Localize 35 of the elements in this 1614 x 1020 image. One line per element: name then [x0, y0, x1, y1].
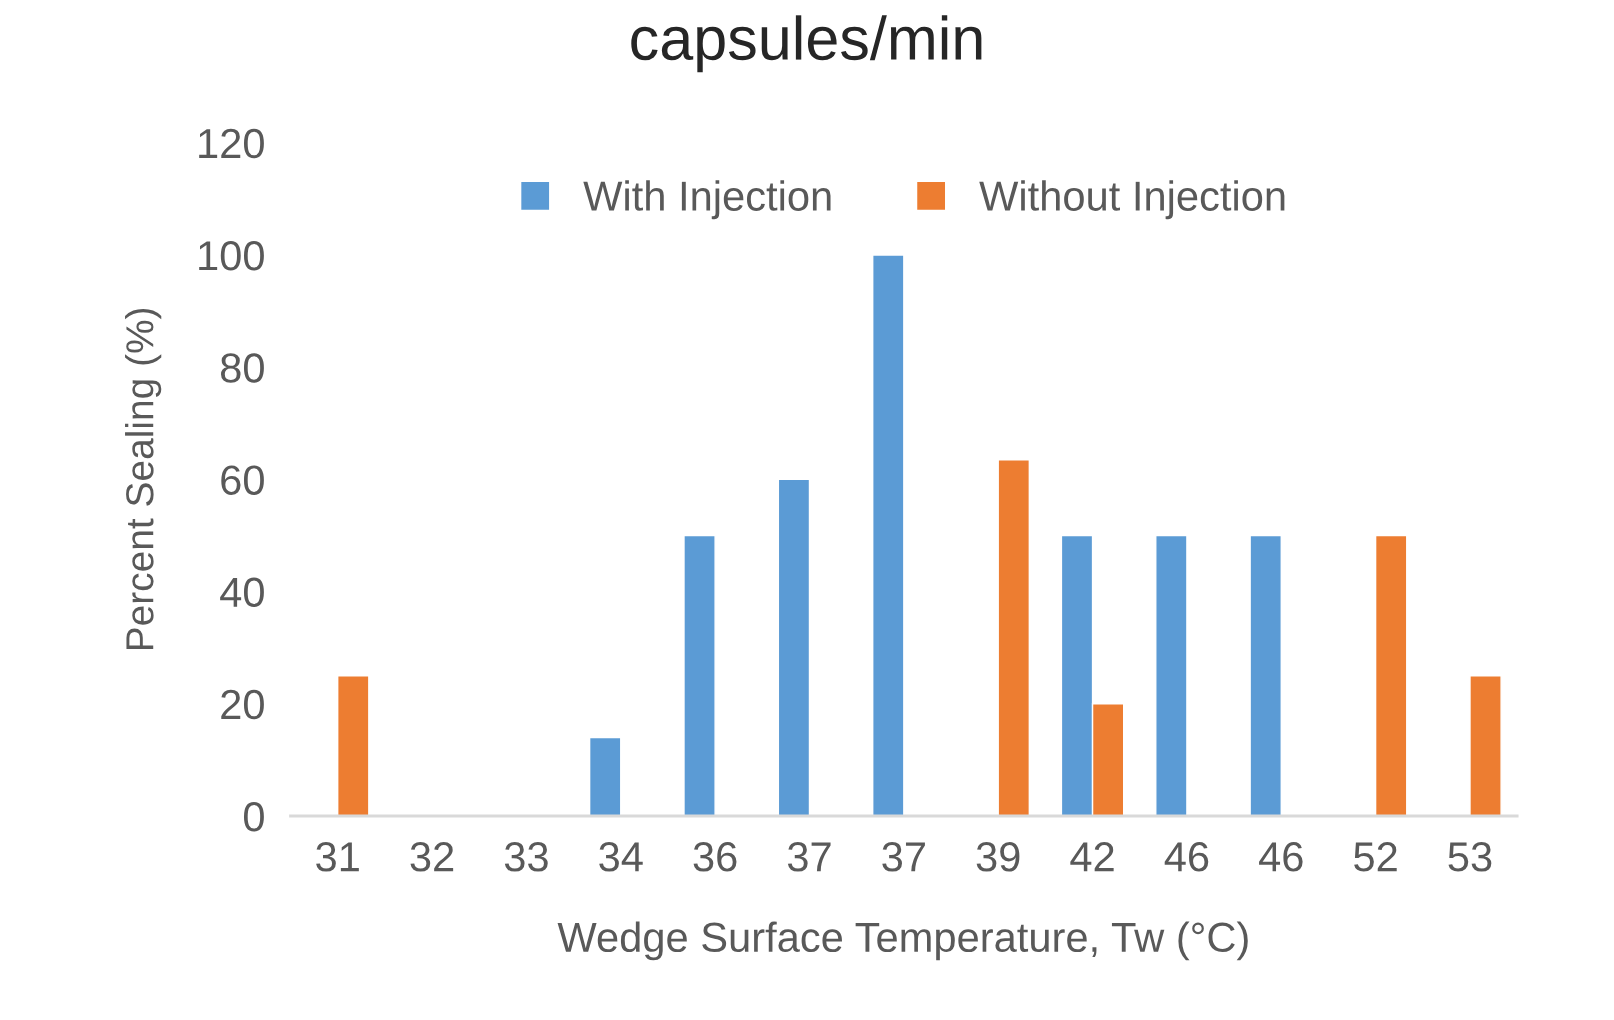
- bar: [872, 254, 905, 816]
- y-tick-label: 60: [221, 465, 264, 495]
- bar: [588, 736, 622, 816]
- x-axis-title: Wedge Surface Temperature, Tw (°C): [557, 921, 1248, 961]
- legend-label: Without Injection: [979, 180, 1285, 220]
- x-tick-label: 36: [693, 842, 737, 872]
- x-tick-label: 33: [504, 842, 548, 872]
- x-tick-label: 39: [976, 842, 1020, 872]
- x-tick-label: 37: [787, 842, 831, 872]
- bar: [1469, 675, 1502, 816]
- x-tick-label: 42: [1070, 842, 1114, 872]
- bar: [997, 459, 1031, 816]
- bar: [1374, 534, 1408, 816]
- bar: [1249, 534, 1282, 816]
- legend-label: With Injection: [583, 180, 831, 220]
- bar: [683, 534, 716, 816]
- x-tick-label: 32: [410, 842, 454, 872]
- y-tick-label: 0: [243, 802, 264, 832]
- x-tick-label: 37: [882, 842, 925, 872]
- x-tick-label: 53: [1448, 842, 1492, 872]
- bar: [1155, 534, 1188, 816]
- x-tick-label: 52: [1354, 842, 1397, 872]
- y-tick-label: 100: [199, 241, 264, 271]
- y-tick-label: 120: [199, 128, 264, 159]
- x-tick-label: 31: [316, 842, 359, 872]
- x-tick-label: 46: [1259, 842, 1303, 872]
- y-tick-label: 80: [220, 353, 264, 383]
- chart-title: capsules/min: [631, 15, 982, 73]
- x-tick-label: 46: [1164, 842, 1209, 872]
- bar: [777, 478, 811, 816]
- y-tick-label: 20: [221, 689, 264, 720]
- x-tick-label: 34: [599, 842, 643, 872]
- y-tick-label: 40: [220, 577, 264, 608]
- bar: [337, 675, 370, 816]
- y-axis-title: Percent Sealing (%): [125, 308, 162, 650]
